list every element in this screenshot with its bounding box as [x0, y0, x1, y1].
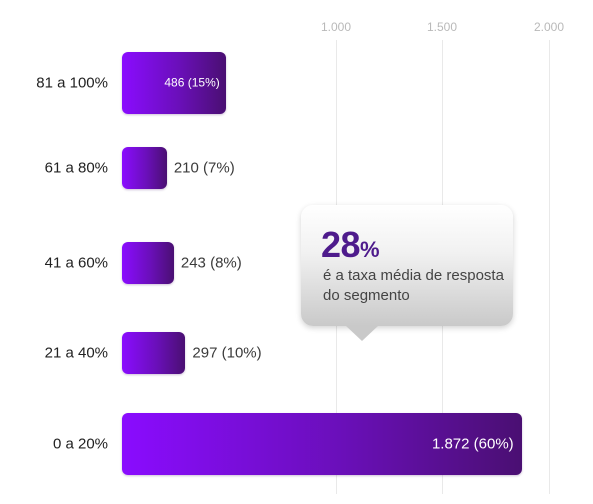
category-label: 61 a 80% — [44, 159, 108, 177]
data-label: 243 (8%) — [180, 254, 242, 272]
callout-unit: % — [360, 237, 380, 262]
callout-box — [301, 205, 513, 326]
x-tick-label: 1.000 — [320, 20, 352, 34]
bar — [122, 147, 167, 189]
data-label: 297 (10%) — [192, 344, 262, 362]
data-label: 486 (15%) — [164, 75, 220, 90]
bar — [122, 52, 226, 114]
data-label: 210 (7%) — [173, 159, 235, 177]
x-tick-label: 2.000 — [533, 20, 565, 34]
x-tick-label: 1.500 — [426, 20, 458, 34]
bar — [122, 242, 174, 284]
data-label: 1.872 (60%) — [431, 435, 514, 453]
bar — [122, 332, 186, 374]
gridline — [549, 40, 550, 494]
callout-number: 28 — [321, 224, 361, 265]
callout-pointer — [345, 325, 379, 341]
bar — [122, 413, 522, 475]
category-label: 41 a 60% — [44, 254, 108, 272]
callout-stat: 28% — [321, 224, 380, 266]
callout-text: é a taxa média de resposta do segmento — [323, 267, 504, 304]
category-label: 81 a 100% — [36, 74, 108, 92]
category-label: 21 a 40% — [44, 344, 108, 362]
category-label: 0 a 20% — [52, 435, 108, 453]
